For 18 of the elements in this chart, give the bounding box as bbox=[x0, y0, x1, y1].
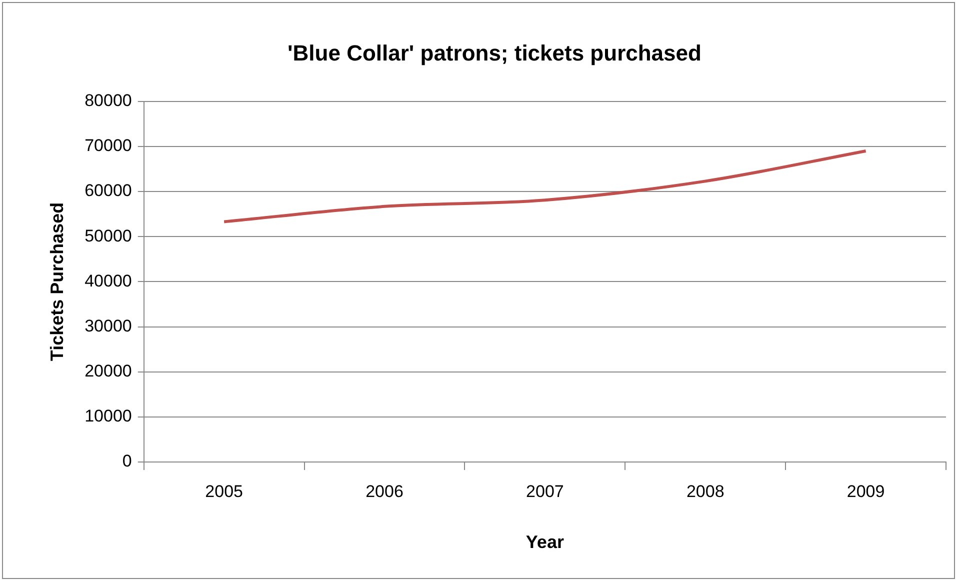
y-tick-label: 40000 bbox=[84, 271, 132, 290]
y-tick-label: 80000 bbox=[84, 91, 132, 110]
y-tick-label: 70000 bbox=[84, 136, 132, 156]
x-tick-label: 2006 bbox=[366, 482, 404, 501]
line-series bbox=[222, 149, 868, 224]
y-axis-title: Tickets Purchased bbox=[46, 202, 67, 362]
y-tick-label: 20000 bbox=[84, 362, 132, 381]
x-axis-title: Year bbox=[526, 532, 564, 552]
y-tick-label: 0 bbox=[122, 452, 132, 471]
x-tick-label: 2009 bbox=[846, 482, 885, 501]
x-tick-label: 2008 bbox=[686, 482, 724, 501]
y-tick-label: 50000 bbox=[84, 226, 132, 246]
y-tick-label: 10000 bbox=[84, 406, 132, 426]
y-tick-label: 30000 bbox=[84, 316, 132, 336]
x-tick-label: 2007 bbox=[526, 482, 564, 501]
y-tick-label: 60000 bbox=[84, 181, 132, 200]
chart-title: 'Blue Collar' patrons; tickets purchased bbox=[288, 40, 702, 66]
x-tick-label: 2005 bbox=[205, 482, 243, 501]
